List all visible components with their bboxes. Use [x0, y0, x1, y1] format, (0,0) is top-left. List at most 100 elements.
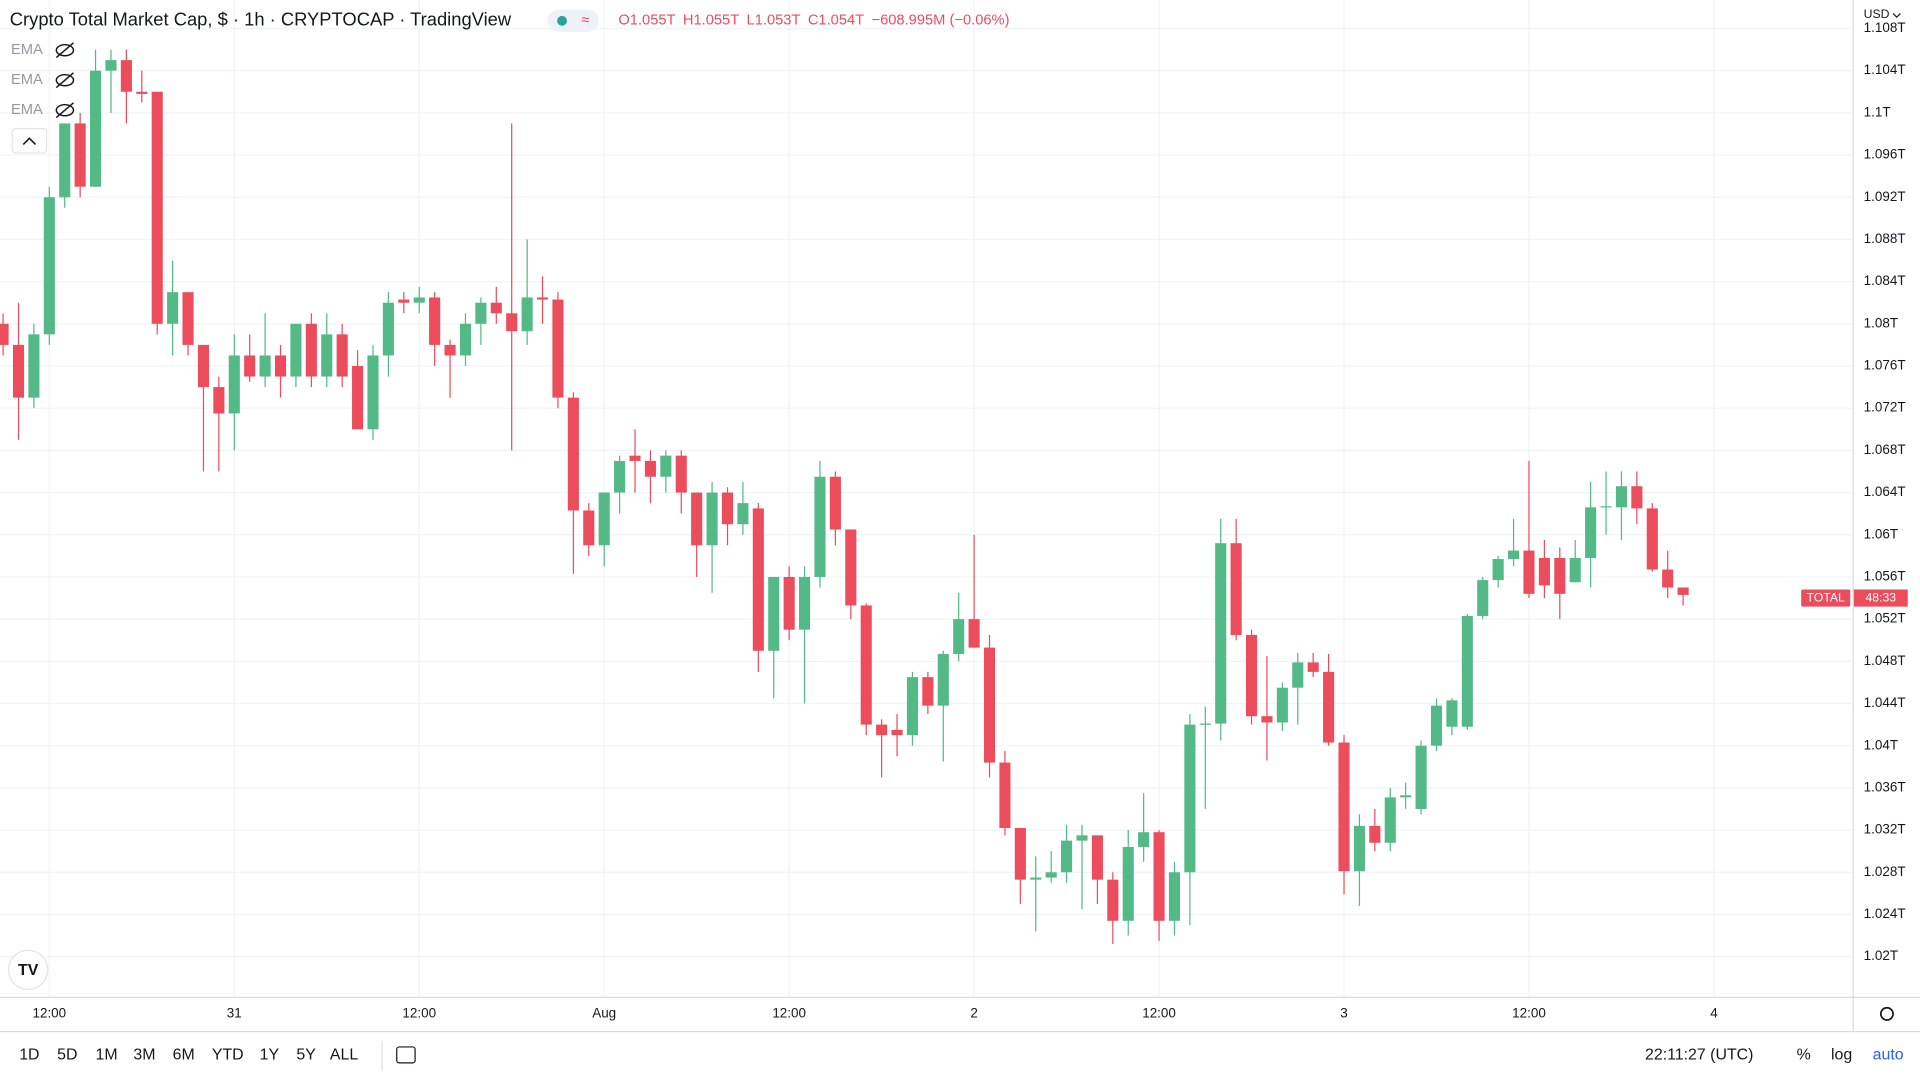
y-tick-label: 1.068T	[1864, 442, 1906, 457]
indicator-name[interactable]: EMA	[11, 42, 43, 58]
candle-body	[1230, 543, 1242, 635]
candle-body	[274, 355, 287, 377]
visibility-slash	[55, 72, 74, 89]
candle-body	[1662, 569, 1674, 588]
candle-body	[136, 91, 148, 94]
x-tick-label: 12:00	[402, 1005, 436, 1020]
collapse-button[interactable]	[11, 127, 48, 154]
candle-body	[1091, 835, 1103, 880]
candle-body	[321, 334, 333, 377]
range-button[interactable]: ALL	[330, 1047, 358, 1064]
y-tick-label: 1.028T	[1864, 864, 1906, 879]
candle-body	[74, 123, 86, 187]
currency[interactable]: USD	[1864, 7, 1890, 21]
candle-body	[1061, 840, 1073, 873]
candle-body	[12, 344, 25, 398]
date-range-icon[interactable]	[396, 1046, 416, 1064]
candle-body	[1646, 508, 1658, 570]
range-button[interactable]: 5D	[57, 1047, 77, 1064]
candle-body	[953, 619, 965, 654]
y-tick-label: 1.1T	[1864, 104, 1891, 119]
candle-body	[1323, 671, 1335, 743]
range-button[interactable]: 1Y	[260, 1047, 280, 1064]
candle-body	[413, 297, 425, 303]
indicator-name[interactable]: EMA	[11, 72, 43, 88]
indicators: EMA EMA EMA	[11, 42, 75, 119]
range-button[interactable]: 1D	[19, 1047, 39, 1064]
status-dot	[557, 15, 567, 26]
x-tick-label: 12:00	[32, 1005, 66, 1020]
candle-body	[1538, 557, 1550, 586]
y-tick-label: 1.104T	[1864, 62, 1906, 77]
candle-body	[629, 455, 641, 461]
candles	[0, 49, 1689, 944]
y-tick-label: 1.084T	[1864, 273, 1906, 288]
candle-body	[1184, 724, 1196, 873]
toolbar: 1D 5D 1M 3M 6M YTD 1Y 5Y ALL 22:11:27 (UTC)% log au…	[19, 1047, 1904, 1064]
candle-body	[1585, 507, 1597, 558]
candle-body	[398, 299, 410, 303]
indicator-name[interactable]: EMA	[11, 102, 43, 118]
logo[interactable]	[7, 949, 49, 990]
candle-body	[382, 302, 394, 356]
y-tick-label: 1.048T	[1864, 653, 1906, 668]
range-button[interactable]: 1M	[95, 1047, 117, 1064]
candle-body	[444, 344, 456, 356]
candle-body	[1600, 506, 1612, 508]
y-tick-label: 1.056T	[1864, 569, 1906, 584]
candle-body	[1631, 486, 1643, 509]
x-tick-label: 31	[227, 1005, 242, 1020]
candle-body	[1353, 825, 1365, 872]
x-tick-label: Aug	[592, 1005, 616, 1020]
visibility-icon[interactable]	[55, 73, 75, 87]
candle-body	[876, 724, 888, 736]
candle-body	[506, 313, 518, 332]
candle-body	[120, 60, 132, 92]
range-button[interactable]: 6M	[173, 1047, 195, 1064]
candle-body	[1369, 825, 1381, 843]
visibility-slash	[55, 42, 74, 59]
x-tick-label: 12:00	[1142, 1005, 1176, 1020]
scale-option[interactable]: auto	[1873, 1047, 1904, 1064]
candle-body	[244, 355, 256, 377]
x-tick-label: 2	[970, 1005, 977, 1020]
y-tick-label: 1.076T	[1864, 358, 1906, 373]
collapse-icon	[22, 137, 37, 146]
y-tick-label: 1.108T	[1864, 20, 1906, 35]
candle-body	[706, 492, 718, 546]
y-tick-label: 1.096T	[1864, 147, 1906, 162]
candle-body	[167, 292, 179, 324]
visibility-icon[interactable]	[55, 103, 75, 117]
last-price-name: TOTAL	[1807, 590, 1845, 604]
candle-body	[1400, 795, 1412, 798]
candle-body	[552, 299, 564, 398]
range-button[interactable]: YTD	[212, 1047, 244, 1064]
candle-body	[1415, 745, 1427, 809]
scale-option[interactable]: log	[1831, 1047, 1852, 1064]
candle-body	[860, 605, 872, 725]
logo-mark: TV	[18, 962, 39, 979]
y-tick-label: 1.032T	[1864, 822, 1906, 837]
candle-body	[660, 455, 672, 477]
range-button[interactable]: 5Y	[296, 1047, 316, 1064]
candle-body	[1153, 832, 1165, 921]
candle-body	[1276, 687, 1288, 723]
candle-body	[459, 323, 472, 356]
candle-body	[1138, 832, 1150, 847]
range-button[interactable]: 3M	[133, 1047, 155, 1064]
candle-body	[59, 123, 71, 198]
ohlc-value: −608.995M (−0.06%)	[872, 13, 1010, 29]
candle-body	[1523, 550, 1535, 594]
y-tick-label: 1.064T	[1864, 484, 1906, 499]
candle-body	[367, 355, 379, 430]
candle-body	[891, 729, 903, 736]
candle-body	[799, 576, 811, 630]
scale-option[interactable]: %	[1797, 1047, 1811, 1064]
visibility-icon[interactable]	[55, 43, 75, 57]
y-tick-label: 1.052T	[1864, 611, 1906, 626]
settings-icon[interactable]	[1879, 1006, 1894, 1021]
ohlc-value: O1.055T	[618, 13, 675, 29]
candle-body	[1014, 827, 1026, 880]
candle-body	[305, 323, 317, 377]
